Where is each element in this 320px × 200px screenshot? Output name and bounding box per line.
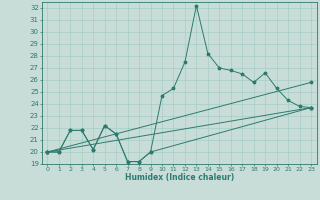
X-axis label: Humidex (Indice chaleur): Humidex (Indice chaleur) <box>124 173 234 182</box>
